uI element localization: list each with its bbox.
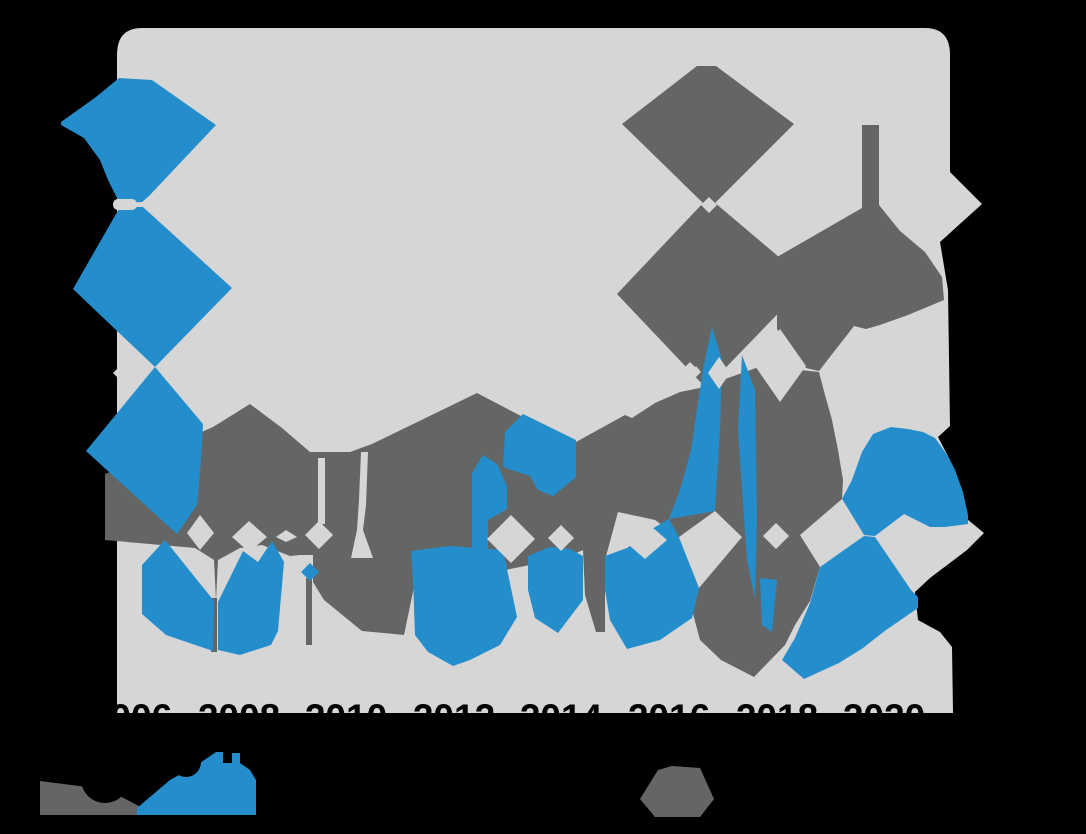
svg-text:2018: 2018 xyxy=(736,697,818,738)
svg-text:2006: 2006 xyxy=(90,697,172,738)
svg-text:2012: 2012 xyxy=(413,697,495,738)
svg-text:2016: 2016 xyxy=(628,697,710,738)
svg-text:2010: 2010 xyxy=(305,697,387,738)
svg-text:2014: 2014 xyxy=(520,697,603,738)
svg-text:2008: 2008 xyxy=(198,697,280,738)
svg-text:2020: 2020 xyxy=(843,697,925,738)
